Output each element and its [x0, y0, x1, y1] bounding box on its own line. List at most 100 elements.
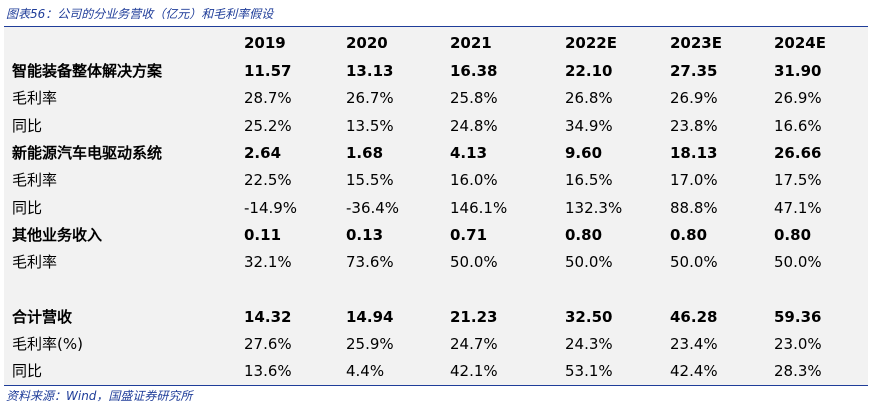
table-cell: 47.1% — [774, 199, 822, 217]
table-cell: 34.9% — [565, 117, 613, 135]
column-header: 2021 — [450, 34, 492, 52]
table-cell: 24.8% — [450, 117, 498, 135]
table-cell: 27.35 — [670, 62, 718, 80]
column-header: 2024E — [774, 34, 826, 52]
table-cell: 32.1% — [244, 253, 292, 271]
table-cell — [670, 276, 754, 303]
table-row: 智能装备整体解决方案 11.57 13.13 16.38 22.10 27.35 31.90 — [0, 58, 888, 85]
table-cell: 23.8% — [670, 117, 718, 135]
table-cell: 53.1% — [565, 362, 613, 380]
table-cell: 16.6% — [774, 117, 822, 135]
table-cell: 28.3% — [774, 362, 822, 380]
table-cell: 14.94 — [346, 308, 394, 326]
table-cell: 32.50 — [565, 308, 613, 326]
header-row: 2019 2020 2021 2022E 2023E 2024E — [0, 30, 888, 57]
table-cell: 0.80 — [670, 226, 708, 244]
table-cell: 25.8% — [450, 89, 498, 107]
table-cell: 9.60 — [565, 144, 603, 162]
table-cell: 16.5% — [565, 171, 613, 189]
table-row: 其他业务收入 0.11 0.13 0.71 0.80 0.80 0.80 — [0, 222, 888, 249]
table-cell: 26.8% — [565, 89, 613, 107]
table-row: 毛利率 32.1% 73.6% 50.0% 50.0% 50.0% 50.0% — [0, 249, 888, 276]
table-cell: 4.13 — [450, 144, 488, 162]
row-label: 同比 — [12, 362, 43, 380]
row-label: 其他业务收入 — [12, 226, 103, 244]
table-cell: 23.4% — [670, 335, 718, 353]
table-cell: 26.7% — [346, 89, 394, 107]
table-cell: 50.0% — [450, 253, 498, 271]
column-header: 2020 — [346, 34, 388, 52]
table-cell: 73.6% — [346, 253, 394, 271]
table-cell: 88.8% — [670, 199, 718, 217]
table-cell: 17.0% — [670, 171, 718, 189]
table-cell: 22.10 — [565, 62, 613, 80]
column-header: 2023E — [670, 34, 722, 52]
table-cell — [450, 276, 534, 303]
table-cell — [565, 276, 649, 303]
figure-title: 图表56：公司的分业务营收（亿元）和毛利率假设 — [6, 7, 274, 21]
table-cell: -14.9% — [244, 199, 298, 217]
table-cell: 21.23 — [450, 308, 498, 326]
table-cell: 13.6% — [244, 362, 292, 380]
table-row: 毛利率 22.5% 15.5% 16.0% 16.5% 17.0% 17.5% — [0, 167, 888, 194]
table-cell: 0.80 — [774, 226, 812, 244]
table-cell: 23.0% — [774, 335, 822, 353]
table-cell: 16.0% — [450, 171, 498, 189]
column-header: 2022E — [565, 34, 617, 52]
table-cell: 50.0% — [670, 253, 718, 271]
table-cell: 0.71 — [450, 226, 488, 244]
table-cell: 22.5% — [244, 171, 292, 189]
row-label: 毛利率 — [12, 253, 58, 271]
table-cell: 26.9% — [670, 89, 718, 107]
table-cell: 59.36 — [774, 308, 822, 326]
table-cell: 31.90 — [774, 62, 822, 80]
separator-gap — [4, 276, 868, 303]
table-cell: -36.4% — [346, 199, 400, 217]
row-label: 毛利率 — [12, 89, 58, 107]
table-cell: 0.11 — [244, 226, 282, 244]
table-cell: 24.7% — [450, 335, 498, 353]
table-cell: 27.6% — [244, 335, 292, 353]
table-cell: 2.64 — [244, 144, 282, 162]
row-label: 同比 — [12, 117, 43, 135]
table-cell: 24.3% — [565, 335, 613, 353]
row-label: 同比 — [12, 199, 43, 217]
table-row: 毛利率 28.7% 26.7% 25.8% 26.8% 26.9% 26.9% — [0, 85, 888, 112]
table-row: 新能源汽车电驱动系统 2.64 1.68 4.13 9.60 18.13 26.66 — [0, 140, 888, 167]
table-cell: 17.5% — [774, 171, 822, 189]
table-cell: 16.38 — [450, 62, 498, 80]
table-cell — [346, 276, 430, 303]
source-note: 资料来源：Wind，国盛证券研究所 — [6, 389, 193, 403]
table-cell: 14.32 — [244, 308, 292, 326]
table-cell: 1.68 — [346, 144, 384, 162]
table-cell: 28.7% — [244, 89, 292, 107]
row-label: 合计营收 — [12, 308, 73, 326]
column-header: 2019 — [244, 34, 286, 52]
table-row — [0, 276, 888, 303]
table-cell: 15.5% — [346, 171, 394, 189]
table-cell: 26.9% — [774, 89, 822, 107]
top-rule — [4, 26, 868, 27]
row-label: 智能装备整体解决方案 — [12, 62, 163, 80]
table-cell: 132.3% — [565, 199, 623, 217]
table-cell: 0.80 — [565, 226, 603, 244]
table-cell: 4.4% — [346, 362, 385, 380]
table-cell: 18.13 — [670, 144, 718, 162]
table-cell: 46.28 — [670, 308, 718, 326]
table-cell: 11.57 — [244, 62, 292, 80]
table-row: 合计营收 14.32 14.94 21.23 32.50 46.28 59.36 — [0, 304, 888, 331]
table-cell: 0.13 — [346, 226, 384, 244]
table-cell: 13.5% — [346, 117, 394, 135]
bottom-rule — [4, 385, 868, 386]
table-row: 同比 13.6% 4.4% 42.1% 53.1% 42.4% 28.3% — [0, 358, 888, 385]
row-label: 毛利率(%) — [12, 335, 83, 353]
table-row: 同比 25.2% 13.5% 24.8% 34.9% 23.8% 16.6% — [0, 113, 888, 140]
table-cell: 50.0% — [565, 253, 613, 271]
table-cell: 26.66 — [774, 144, 822, 162]
table-cell: 146.1% — [450, 199, 508, 217]
table-cell: 13.13 — [346, 62, 394, 80]
table-cell: 25.9% — [346, 335, 394, 353]
table-cell: 50.0% — [774, 253, 822, 271]
table-row: 毛利率(%) 27.6% 25.9% 24.7% 24.3% 23.4% 23.0% — [0, 331, 888, 358]
row-label: 新能源汽车电驱动系统 — [12, 144, 163, 162]
